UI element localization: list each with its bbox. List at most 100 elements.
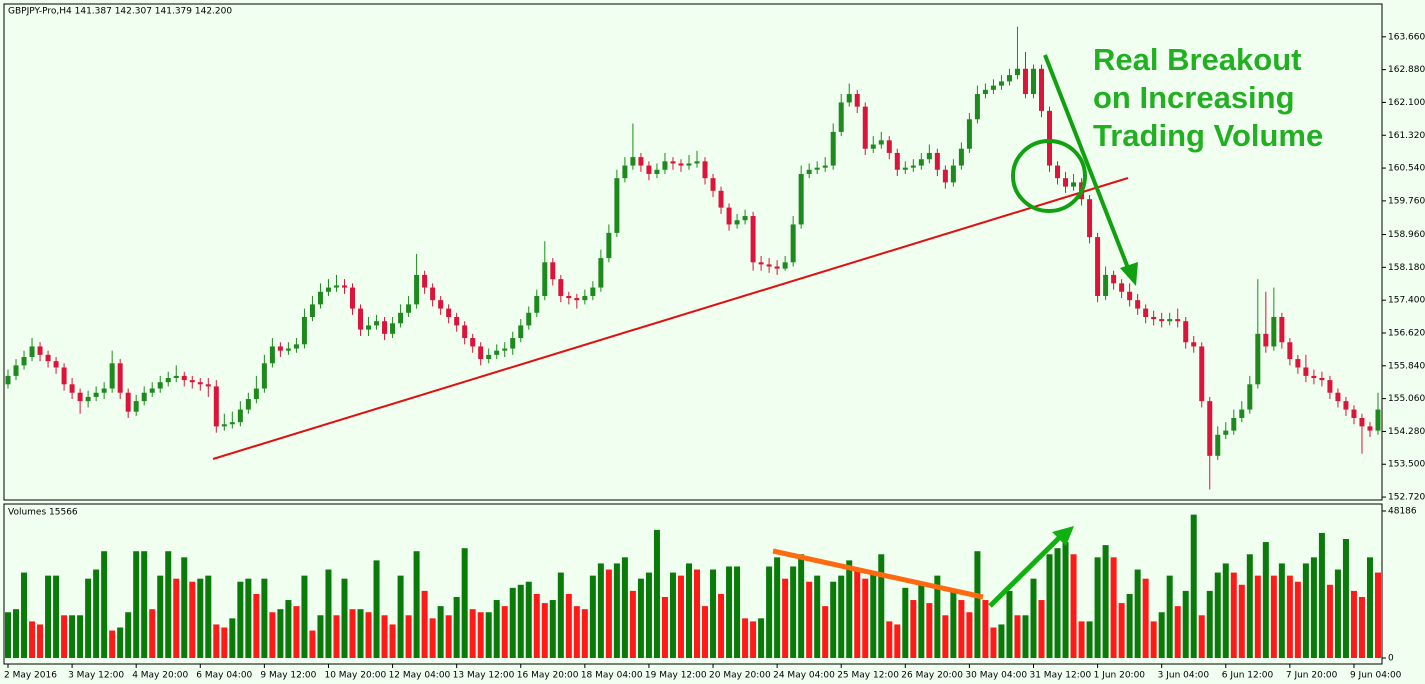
- candle-body: [1239, 409, 1245, 418]
- volume-bar: [677, 575, 684, 658]
- volume-bar: [573, 606, 580, 658]
- y-tick-label: 156.620: [1388, 328, 1425, 338]
- y-tick-label: 0: [1388, 654, 1394, 664]
- candle-body: [790, 224, 796, 263]
- volume-bar: [69, 615, 76, 658]
- candle-body: [1014, 68, 1020, 76]
- candle-body: [406, 304, 412, 313]
- volume-bar: [1334, 569, 1341, 658]
- y-tick-label: 162.100: [1388, 98, 1425, 108]
- candle-body: [870, 144, 876, 149]
- volume-bar: [101, 551, 108, 658]
- candle-body: [93, 392, 99, 397]
- volume-bar: [597, 563, 604, 658]
- candle-body: [350, 287, 356, 309]
- candle-body: [1135, 300, 1141, 309]
- volume-bar: [1246, 554, 1253, 658]
- volume-bar: [317, 615, 324, 658]
- volume-bar: [485, 612, 492, 658]
- candle-body: [1159, 319, 1165, 322]
- volume-bar: [125, 612, 132, 658]
- volume-bar: [421, 590, 428, 658]
- x-tick-label: 20 May 20:00: [709, 671, 771, 681]
- candle-body: [1095, 237, 1101, 296]
- candle-body: [1063, 178, 1069, 187]
- x-tick-label: 16 May 20:00: [517, 671, 579, 681]
- volume-bar: [862, 578, 869, 658]
- volume-bar: [525, 581, 532, 658]
- candle-body: [462, 325, 468, 339]
- candle-body: [558, 279, 564, 296]
- candle-body: [486, 354, 492, 360]
- candle-body: [13, 365, 19, 376]
- volume-bar: [974, 551, 981, 658]
- candle-body: [29, 346, 35, 357]
- volume-bar: [774, 557, 781, 658]
- candle-body: [1047, 110, 1053, 166]
- y-tick-label: 157.400: [1388, 296, 1425, 306]
- volume-bar: [445, 615, 452, 658]
- volume-bar: [1182, 590, 1189, 658]
- candle-body: [229, 422, 235, 425]
- candle-body: [550, 262, 556, 280]
- candle-body: [1167, 319, 1173, 322]
- candle-body: [1223, 430, 1229, 435]
- candle-body: [454, 316, 460, 326]
- volume-bar: [245, 578, 252, 658]
- x-tick-label: 12 May 04:00: [389, 671, 451, 681]
- candle-body: [878, 140, 884, 145]
- volume-bar: [846, 560, 853, 658]
- volume-bar: [1318, 532, 1325, 658]
- candle-body: [734, 220, 740, 225]
- volume-bar: [277, 609, 284, 658]
- arrow-shaft: [1043, 54, 1130, 269]
- candle-body: [101, 388, 107, 393]
- volume-arrow-shaft: [988, 535, 1062, 608]
- volume-bar: [661, 596, 668, 658]
- candle-body: [269, 346, 275, 364]
- volume-bar: [766, 566, 773, 658]
- candle-body: [261, 363, 267, 389]
- volume-bar: [1366, 557, 1373, 658]
- volume-bar: [325, 569, 332, 658]
- candle-body: [1311, 375, 1317, 378]
- candle-body: [806, 169, 812, 174]
- volume-bar: [814, 575, 821, 658]
- candle-body: [494, 350, 500, 355]
- y-tick-label: 160.540: [1388, 164, 1425, 174]
- candle-body: [934, 152, 940, 170]
- candle-body: [173, 375, 179, 378]
- volume-bar: [53, 575, 60, 658]
- candle-body: [141, 392, 147, 402]
- volume-bar: [726, 566, 733, 658]
- volume-bar: [357, 609, 364, 658]
- candle-body: [726, 207, 732, 225]
- volume-bar: [878, 554, 885, 658]
- volume-bar: [886, 621, 893, 658]
- candle-body: [798, 173, 804, 225]
- volume-bar: [341, 578, 348, 658]
- volume-bar: [798, 554, 805, 658]
- candle-body: [446, 308, 452, 317]
- volume-bar: [1038, 600, 1045, 658]
- volume-bar: [85, 578, 92, 658]
- volume-bar: [1190, 514, 1197, 658]
- candle-body: [1351, 409, 1357, 418]
- x-tick-label: 4 May 20:00: [132, 671, 188, 681]
- volume-bar: [469, 609, 476, 658]
- candle-body: [1231, 417, 1237, 431]
- candle-body: [702, 161, 708, 179]
- volume-bar: [653, 529, 660, 658]
- volume-bar: [413, 551, 420, 658]
- x-tick-label: 2 May 2016: [4, 671, 57, 681]
- candle-body: [590, 287, 596, 296]
- candle-body: [470, 338, 476, 347]
- volume-bar: [533, 593, 540, 658]
- volume-bar: [13, 609, 20, 658]
- volume-bar: [950, 590, 957, 658]
- volume-bar: [1206, 590, 1213, 658]
- volume-bar: [1062, 542, 1069, 658]
- candle-body: [1127, 291, 1133, 301]
- volume-bar: [1030, 578, 1037, 658]
- candle-body: [510, 338, 516, 349]
